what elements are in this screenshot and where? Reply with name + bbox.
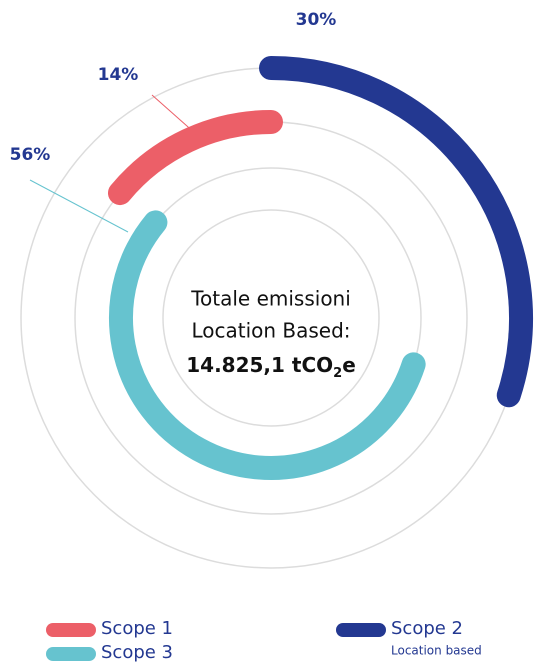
leader-line [151, 94, 197, 135]
leader-line [29, 179, 129, 233]
value-label: 14% [98, 65, 139, 85]
total: 14.825,1 tCO2e [186, 353, 356, 381]
total-part: e [342, 353, 356, 377]
arc [109, 210, 426, 480]
value-label: 56% [10, 145, 51, 165]
arc [259, 56, 533, 408]
legend-label: Scope 2 [391, 618, 463, 639]
total-subscript: 2 [333, 366, 342, 381]
legend-subtitle: Location based [391, 644, 482, 658]
value-label: 30% [296, 10, 337, 30]
arc [107, 110, 283, 206]
center-text: Location Based: [191, 319, 350, 343]
track [162, 209, 380, 427]
legend-label: Scope 1 [101, 618, 173, 639]
legend-label: Scope 3 [101, 642, 173, 663]
center-text: Totale emissioni [190, 287, 351, 311]
total-part: 14.825,1 tCO [186, 353, 333, 377]
